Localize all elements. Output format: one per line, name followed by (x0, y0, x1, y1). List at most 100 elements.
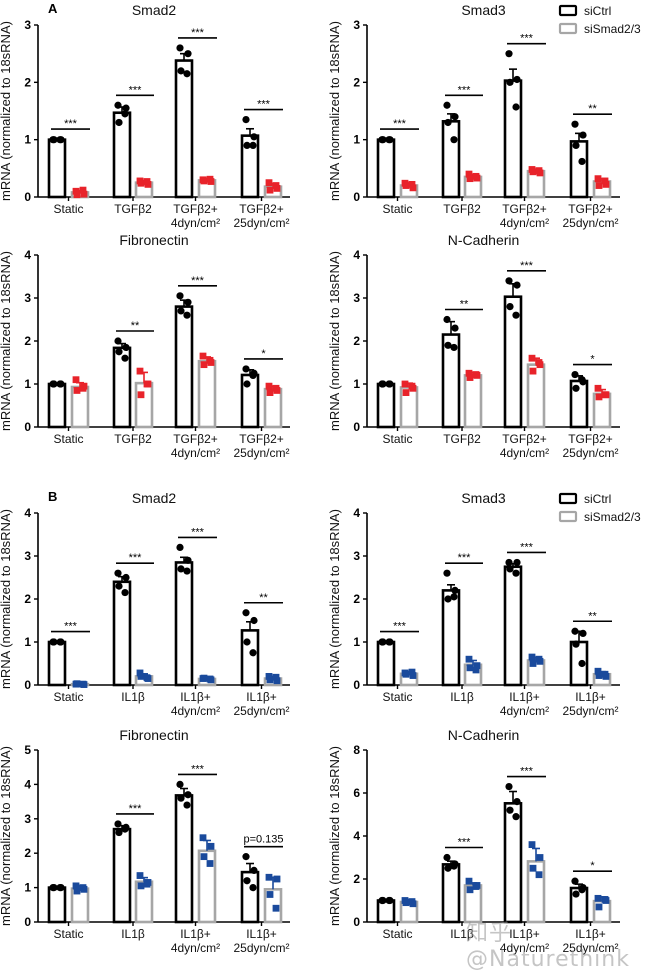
bar-sictrl (47, 138, 67, 199)
y-axis-label: mRNA (normalized to 18sRNA) (0, 251, 13, 431)
data-point-sismad (200, 361, 208, 369)
data-point-sictrl (379, 136, 387, 144)
data-point-sictrl (243, 380, 251, 388)
y-tick-label: 0 (24, 420, 31, 434)
data-point-sismad (199, 352, 207, 360)
bar-sictrl (47, 886, 67, 924)
significance-label: *** (129, 84, 143, 96)
bar-sictrl (112, 580, 132, 687)
data-point-sismad (594, 384, 602, 392)
data-point-sictrl (249, 884, 257, 892)
data-point-sictrl (512, 311, 520, 319)
data-point-sismad (272, 384, 280, 392)
data-point-sismad (535, 655, 543, 663)
x-tick-label: Static (382, 927, 412, 941)
data-point-sictrl (513, 798, 521, 806)
significance-label: * (590, 354, 595, 366)
data-point-sismad (266, 891, 274, 898)
x-tick-label: TGFβ2+ (239, 432, 284, 446)
significance-label: *** (191, 27, 205, 39)
data-point-sismad (529, 864, 537, 872)
data-point-sismad (206, 675, 214, 683)
data-point-sictrl (114, 337, 122, 345)
data-point-sictrl (250, 616, 258, 625)
y-axis-label: mRNA (normalized to 18sRNA) (327, 21, 342, 201)
data-point-sictrl (571, 877, 579, 885)
y-tick-label: 2 (353, 592, 360, 606)
data-point-sictrl (242, 609, 250, 617)
data-point-sictrl (443, 101, 451, 109)
x-tick-label: Static (382, 432, 412, 446)
y-axis-label: mRNA (normalized to 18sRNA) (0, 509, 13, 689)
data-point-sismad (528, 653, 536, 661)
data-point-sismad (80, 190, 88, 198)
legend-swatch-sictrl (558, 4, 578, 17)
data-point-sictrl (443, 569, 451, 577)
data-point-sictrl (114, 101, 122, 109)
data-point-sismad (472, 666, 480, 674)
data-point-sismad (601, 391, 609, 399)
y-axis-label: mRNA (normalized to 18sRNA) (0, 21, 13, 201)
chart-title: Smad3 (461, 2, 506, 18)
significance-label: ** (460, 299, 469, 311)
data-point-sictrl (183, 311, 191, 319)
data-point-sictrl (450, 862, 458, 870)
x-tick-label: 25dyn/cm² (233, 941, 289, 955)
data-point-sismad (601, 177, 609, 185)
data-point-sictrl (578, 376, 586, 384)
x-tick-label: TGFβ2+ (568, 202, 613, 216)
bar-sictrl (174, 794, 194, 924)
x-tick-label: TGFβ2+ (173, 202, 218, 216)
data-point-sismad (472, 371, 480, 378)
x-tick-label: TGFβ2+ (173, 432, 218, 446)
data-point-sismad (465, 877, 473, 885)
x-tick-label: TGFβ2 (114, 432, 152, 446)
bar-sictrl (569, 140, 589, 199)
data-point-sismad (79, 680, 87, 688)
data-point-sismad (200, 674, 208, 682)
y-tick-label: 3 (24, 291, 31, 305)
x-tick-label: 4dyn/cm² (171, 216, 220, 230)
data-point-sismad (408, 668, 416, 676)
data-point-sismad (473, 662, 481, 670)
x-tick-label: TGFβ2 (443, 432, 481, 446)
legend-label: siSmad2/3 (584, 22, 641, 36)
data-point-sictrl (115, 348, 123, 356)
data-point-sismad (408, 382, 416, 390)
y-tick-label: 4 (353, 506, 360, 520)
data-point-sismad (402, 670, 410, 678)
data-point-sismad (529, 168, 537, 176)
data-point-sictrl (379, 896, 387, 905)
chart-title: N-Cadherin (448, 727, 520, 743)
chart-panel-5: B Smad2 mRNA (normalized to 18sRNA) 0 1 2 3 4 St… (0, 489, 290, 718)
data-point-sismad (601, 896, 609, 903)
data-point-sismad (136, 367, 144, 375)
significance-label: *** (64, 621, 78, 633)
data-point-sismad (472, 172, 480, 180)
data-point-sictrl (443, 853, 451, 862)
data-point-sismad (136, 872, 144, 879)
significance-label: *** (520, 260, 534, 272)
bar-sictrl (376, 899, 396, 924)
x-tick-label: 4dyn/cm² (171, 446, 220, 460)
data-point-sictrl (184, 298, 192, 306)
data-point-sictrl (115, 582, 123, 590)
x-tick-label: TGFβ2+ (502, 202, 547, 216)
bar-sictrl (376, 382, 396, 429)
data-point-sictrl (115, 828, 123, 837)
data-point-sismad (266, 389, 274, 396)
data-point-sismad (466, 175, 474, 183)
data-point-sictrl (379, 638, 387, 646)
data-point-sictrl (571, 627, 579, 635)
data-point-sismad (594, 667, 602, 675)
significance-label: *** (257, 99, 271, 111)
significance-label: * (590, 860, 595, 872)
legend-swatch-sictrl (558, 492, 578, 505)
x-tick-label: IL1β+ (575, 690, 606, 704)
data-point-sictrl (505, 50, 513, 58)
data-point-sictrl (115, 118, 123, 127)
x-tick-label: TGFβ2 (443, 202, 481, 216)
data-point-sictrl (122, 104, 130, 112)
data-point-sictrl (506, 78, 514, 86)
bar-sictrl (441, 120, 461, 199)
